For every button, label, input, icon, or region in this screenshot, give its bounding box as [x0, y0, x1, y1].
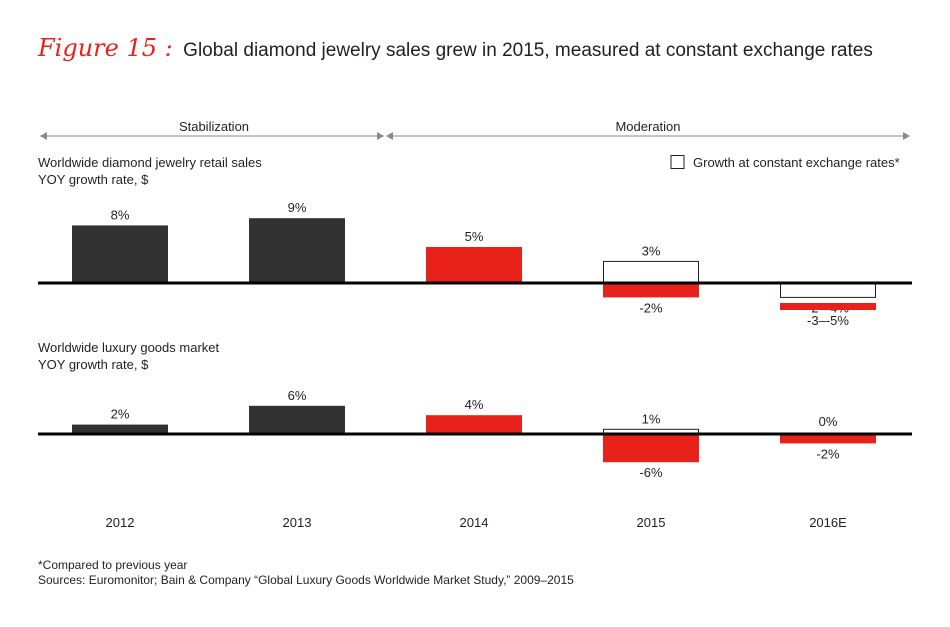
bar-2012 [72, 424, 168, 434]
bar-2014 [426, 415, 522, 434]
x-tick-2013: 2013 [283, 515, 312, 530]
cer-label-2015: 3% [642, 243, 661, 258]
cer-bar-2016E [780, 282, 876, 298]
figure-title: Global diamond jewelry sales grew in 201… [183, 40, 873, 61]
panel-diamond-jewelry: 8%9%5%3%-2%-2–-4%-3–-5% [38, 200, 912, 328]
x-tick-2015: 2015 [637, 515, 666, 530]
x-axis: 2012 2013 2014 2015 2016E [106, 515, 848, 530]
bar-2015 [603, 434, 699, 463]
arrow-left-icon [40, 132, 47, 140]
bar-label-2016E: -3–-5% [807, 313, 849, 328]
bar-2014 [426, 247, 522, 283]
x-tick-2016E: 2016E [809, 515, 847, 530]
bar-label-2012: 8% [111, 207, 130, 222]
bar-label-2014: 4% [465, 397, 484, 412]
bar-label-2013: 6% [288, 388, 307, 403]
phase-label-moderation: Moderation [615, 119, 680, 134]
bar-2016E [780, 303, 876, 310]
bar-label-2014: 5% [465, 229, 484, 244]
panel1-subtitle: YOY growth rate, $ [38, 172, 149, 187]
bar-2015 [603, 283, 699, 298]
arrow-right-icon [377, 132, 384, 140]
bar-2012 [72, 225, 168, 283]
x-tick-2012: 2012 [106, 515, 135, 530]
phase-timeline: Stabilization Moderation [40, 119, 910, 140]
footnote: *Compared to previous year [38, 558, 188, 572]
panel2-title: Worldwide luxury goods market [38, 340, 219, 355]
bar-label-2015: -6% [639, 465, 663, 480]
legend-label: Growth at constant exchange rates* [693, 155, 900, 170]
bar-2013 [249, 405, 345, 434]
bar-label-2016E: -2% [816, 446, 840, 461]
bar-2016E [780, 434, 876, 444]
legend-outline-swatch [670, 155, 685, 169]
bar-label-2012: 2% [111, 407, 130, 422]
cer-label-2015: 1% [642, 411, 661, 426]
arrow-left-icon [386, 132, 393, 140]
figure-label: Figure 15 : [38, 34, 173, 62]
sources-note: Sources: Euromonitor; Bain & Company “Gl… [38, 573, 574, 587]
panel-luxury-goods: 2% 6% 4% 1% -6% 0% -2% [38, 388, 912, 480]
panel2-subtitle: YOY growth rate, $ [38, 357, 149, 372]
legend: Growth at constant exchange rates* [670, 155, 900, 170]
x-tick-2014: 2014 [460, 515, 489, 530]
phase-label-stabilization: Stabilization [179, 119, 249, 134]
bar-2013 [249, 218, 345, 283]
cer-label-2016E: 0% [819, 414, 838, 429]
bar-label-2013: 9% [288, 200, 307, 215]
arrow-right-icon [903, 132, 910, 140]
panel1-title: Worldwide diamond jewelry retail sales [38, 155, 262, 170]
cer-bar-2015 [603, 260, 699, 284]
figure-title-row: Figure 15 : Global diamond jewelry sales… [38, 34, 873, 62]
bar-label-2015: -2% [639, 300, 663, 315]
